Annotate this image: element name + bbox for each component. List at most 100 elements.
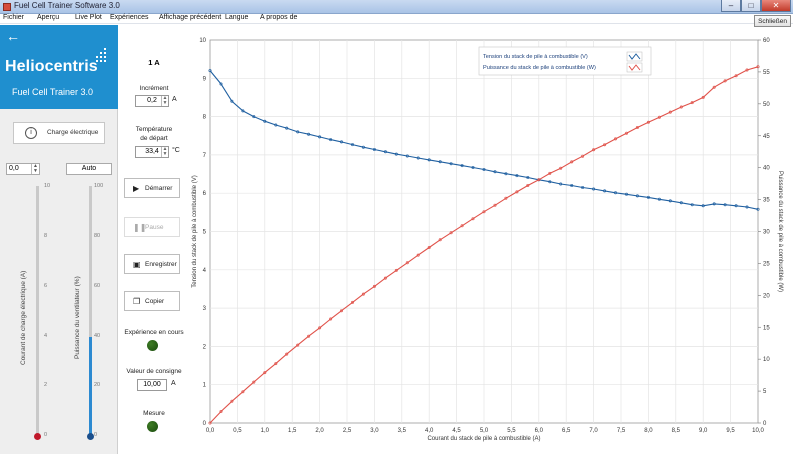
x-tick-label: 2,5 [343,428,352,434]
title-bar: Fuel Cell Trainer Software 3.0 – □ ✕ [0,0,793,14]
save-icon: ▣ [133,260,141,269]
setpoint-input[interactable]: 10,00 [137,379,167,391]
stepper-arrows-icon[interactable]: ▲ ▼ [31,164,39,174]
power-point [592,148,596,152]
power-point [493,203,497,207]
voltage-point [208,69,212,73]
start-button[interactable]: ▶ Démarrer [124,178,180,198]
power-point [613,137,617,141]
voltage-point [252,115,256,119]
power-point [581,154,585,158]
menu-experiments[interactable]: Expériences [110,14,149,21]
close-icon[interactable]: ✕ [761,0,791,12]
y-tick-label: 1 [203,383,207,389]
copy-icon: ❐ [133,297,141,306]
slider-tick: 10 [44,183,51,189]
x-tick-label: 7,5 [617,428,626,434]
copy-button[interactable]: ❐ Copier [124,291,180,311]
voltage-point [427,158,431,162]
x-tick-label: 3,0 [370,428,379,434]
slider-tick: 8 [44,233,48,239]
stepper-arrows-icon[interactable]: ▲ ▼ [161,146,168,157]
voltage-point [635,194,639,198]
power-point [668,110,672,114]
power-point [756,65,760,69]
electric-load-button[interactable]: i Charge électrique [13,122,105,144]
power-point [701,95,705,99]
y-tick-label: 3 [203,306,207,312]
voltage-point [756,207,760,211]
power-point [723,79,727,83]
voltage-point [723,203,727,207]
voltage-point [296,130,300,134]
maximize-icon[interactable]: □ [741,0,761,12]
x-tick-label: 5,0 [480,428,489,434]
power-point [482,210,486,214]
voltage-point [405,154,409,158]
increment-input[interactable]: 0,2 ▲ ▼ [135,95,169,107]
voltage-point [570,184,574,188]
power-point [537,178,541,182]
menu-bar: Fichier Aperçu Live Plot Expériences Aff… [0,14,793,24]
power-point [274,362,278,366]
voltage-point [274,123,278,127]
menu-view[interactable]: Aperçu [37,14,60,21]
minimize-icon[interactable]: – [721,0,741,12]
power-point [318,326,322,330]
pause-button[interactable]: ❚❚ Pause [124,217,180,237]
start-temp-input[interactable]: 33,4 ▲ ▼ [135,146,169,158]
x-tick-label: 3,5 [398,428,407,434]
power-point [471,217,475,221]
menu-about[interactable]: A propos de [260,14,298,21]
close-button[interactable]: Schließen [754,15,791,27]
y-tick-label: 5 [203,230,207,236]
power-point [559,166,563,170]
power-point [504,196,508,200]
voltage-point [361,145,365,149]
load-value: 0,0 [9,165,19,172]
menu-previous-display[interactable]: Affichage précédent [159,14,222,21]
voltage-point [285,126,289,130]
fan-power-slider-knob[interactable] [87,433,94,440]
menu-live-plot[interactable]: Live Plot [75,14,102,21]
power-point [416,253,420,257]
setpoint-unit: A [171,380,176,387]
voltage-point [482,168,486,172]
power-point [690,101,694,105]
live-plot: 0,0 0,5 1,0 1,5 2,0 2,5 3,0 3,5 4,0 4,5 5,0 5,5 6,0 6… [190,25,793,454]
menu-file[interactable]: Fichier [3,14,25,21]
measure-led [147,421,158,432]
back-arrow-icon[interactable]: ← [6,28,20,44]
stepper-arrows-icon[interactable]: ▲ ▼ [161,95,168,106]
power-point [427,246,431,250]
slider-tick: 20 [94,382,101,388]
plot-svg: 0,0 0,5 1,0 1,5 2,0 2,5 3,0 3,5 4,0 4,5 5,0 5,5 6,0 6… [192,38,783,442]
save-button[interactable]: ▣ Enregistrer [124,254,180,274]
app-icon [3,3,11,11]
power-point [438,238,442,242]
load-value-stepper[interactable]: 0,0 ▲ ▼ [6,163,40,175]
power-point [241,390,245,394]
y2-tick-label: 15 [763,325,770,331]
brand-logo: Heliocentris [5,58,98,75]
menu-language[interactable]: Langue [225,14,249,21]
x-tick-label: 7,0 [589,428,598,434]
info-icon: i [25,127,37,139]
load-current-slider-knob[interactable] [34,433,41,440]
y2-tick-label: 30 [763,230,770,236]
start-temp-label-2: de départ [140,135,168,142]
voltage-point [493,170,497,174]
voltage-point [241,109,245,113]
y2-tick-label: 0 [763,421,767,427]
voltage-point [646,195,650,199]
y-tick-label: 10 [199,38,206,44]
auto-button[interactable]: Auto [66,163,112,175]
x-tick-label: 0,5 [233,428,242,434]
load-current-slider-track[interactable] [36,186,39,438]
voltage-point [613,191,617,195]
fan-power-slider-track[interactable] [89,186,92,438]
legend-line-icon [628,64,641,71]
x-tick-label: 4,0 [425,428,434,434]
slider-tick: 100 [94,183,104,189]
measure-label: Mesure [143,410,165,417]
